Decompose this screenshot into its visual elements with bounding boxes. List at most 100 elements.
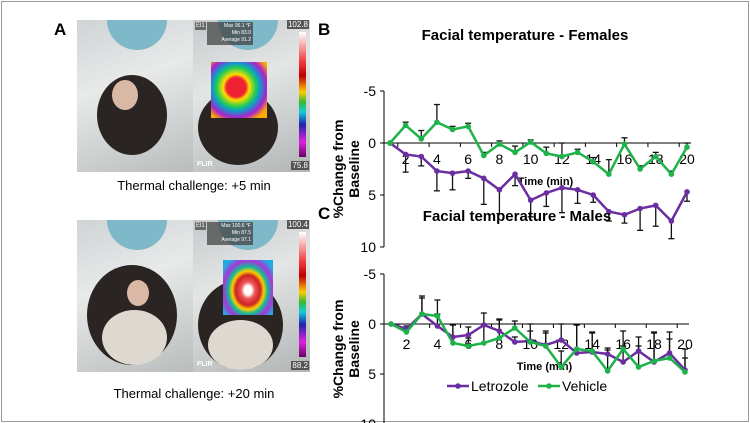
x-tick-label: 6 <box>464 151 472 167</box>
data-point-vehicle <box>450 340 456 346</box>
x-tick-label: 16 <box>617 151 633 167</box>
marmoset-face <box>112 80 138 110</box>
min-label: Min <box>231 30 240 36</box>
data-point-vehicle <box>589 348 595 354</box>
measurement-tag: El1 <box>195 22 206 30</box>
panel-label-a: A <box>54 20 67 39</box>
data-point-letrozole <box>527 197 534 203</box>
max-value: 100.6 <box>232 223 245 229</box>
data-point-vehicle <box>511 325 518 331</box>
data-point-vehicle <box>527 139 534 145</box>
chart-title: Facial temperature - Males <box>423 208 611 225</box>
data-point-vehicle <box>574 149 581 156</box>
avg-label: Average <box>221 237 240 243</box>
data-point-letrozole <box>590 192 597 198</box>
scale-min: 88.2 <box>291 361 309 370</box>
panel-label-b: B <box>318 20 331 39</box>
data-point-vehicle <box>434 313 441 319</box>
max-label: Max <box>221 223 231 229</box>
data-point-letrozole <box>652 202 659 209</box>
data-point-vehicle <box>402 122 409 129</box>
flir-logo: FLIR <box>197 361 213 368</box>
marmoset-belly <box>208 320 273 370</box>
thermal-overlay <box>211 62 267 118</box>
panel-label-c: C <box>318 204 331 223</box>
min-label: Min <box>231 230 240 236</box>
marmoset-photo-5min <box>77 20 194 172</box>
data-point-vehicle <box>480 152 487 159</box>
data-point-letrozole <box>604 351 611 357</box>
scale-max: 102.8 <box>286 20 309 29</box>
avg-label: Average <box>221 37 240 43</box>
unit: °F <box>245 23 251 29</box>
data-point-letrozole <box>559 184 565 191</box>
data-point-vehicle <box>512 149 518 156</box>
unit: °F <box>245 223 251 229</box>
data-point-letrozole <box>449 170 456 176</box>
data-point-letrozole <box>418 153 425 160</box>
thermal-overlay <box>223 260 273 315</box>
temperature-color-scale <box>299 232 306 357</box>
data-point-vehicle <box>481 340 487 346</box>
x-tick-label: 4 <box>434 336 442 352</box>
data-point-vehicle <box>419 311 425 317</box>
data-point-vehicle <box>651 358 657 364</box>
data-point-vehicle <box>666 355 673 361</box>
data-point-vehicle <box>542 343 549 349</box>
data-point-letrozole <box>620 359 626 365</box>
x-tick-label: 20 <box>677 336 693 352</box>
x-tick-label: 4 <box>433 151 441 167</box>
data-point-letrozole <box>574 187 581 193</box>
x-tick-label: 2 <box>403 336 411 352</box>
data-point-vehicle <box>604 368 611 374</box>
y-tick-label: -5 <box>364 83 377 99</box>
data-point-vehicle <box>465 123 471 130</box>
data-point-vehicle <box>590 158 597 165</box>
y-tick-label: 0 <box>368 135 376 151</box>
series-line-vehicle <box>390 312 686 374</box>
data-point-letrozole <box>402 151 409 158</box>
data-point-vehicle <box>418 136 425 142</box>
data-point-letrozole <box>481 322 487 328</box>
y-tick-label: 0 <box>368 316 376 332</box>
data-point-vehicle <box>573 346 580 352</box>
scale-min: 75.8 <box>291 161 309 170</box>
y-tick-label: 5 <box>368 187 376 203</box>
data-point-letrozole <box>666 350 673 356</box>
x-tick-label: 8 <box>495 336 503 352</box>
data-point-letrozole <box>465 332 472 338</box>
data-point-vehicle <box>559 153 565 160</box>
caption-20min: Thermal challenge: +20 min <box>113 386 275 401</box>
y-tick-label: 10 <box>360 416 376 423</box>
data-point-letrozole <box>434 323 441 329</box>
temperature-readout: Max 100.6 °F Min 87.5 Average 97.1 <box>207 222 253 245</box>
data-point-letrozole <box>668 218 675 224</box>
marmoset-belly <box>102 310 167 365</box>
data-point-letrozole <box>465 168 471 174</box>
data-point-vehicle <box>496 141 503 147</box>
data-point-letrozole <box>543 190 550 196</box>
thermal-image-5min: El1 Max 96.1 °F Min 83.0 Average 91.2 10… <box>193 20 310 172</box>
data-point-letrozole <box>635 348 642 354</box>
legend-marker-letrozole <box>455 383 461 389</box>
y-tick-label: -5 <box>364 266 377 282</box>
data-point-vehicle <box>620 346 626 352</box>
avg-value: 97.1 <box>241 237 251 243</box>
min-value: 87.5 <box>241 230 251 236</box>
data-point-vehicle <box>682 369 688 375</box>
max-value: 96.1 <box>234 23 245 29</box>
data-point-vehicle <box>621 141 628 147</box>
data-point-vehicle <box>606 171 612 177</box>
data-point-vehicle <box>652 153 659 160</box>
data-point-vehicle <box>465 343 472 349</box>
marmoset-face <box>127 280 149 306</box>
data-point-letrozole <box>621 211 628 218</box>
thermal-image-20min: El1 Max 100.6 °F Min 87.5 Average 97.1 1… <box>193 220 310 372</box>
legend-label-vehicle: Vehicle <box>562 378 607 394</box>
temperature-readout: Max 96.1 °F Min 83.0 Average 91.2 <box>207 22 253 45</box>
measurement-tag: El1 <box>195 222 206 230</box>
min-value: 83.0 <box>241 30 251 36</box>
data-point-vehicle <box>637 166 643 172</box>
flir-logo: FLIR <box>197 161 213 168</box>
